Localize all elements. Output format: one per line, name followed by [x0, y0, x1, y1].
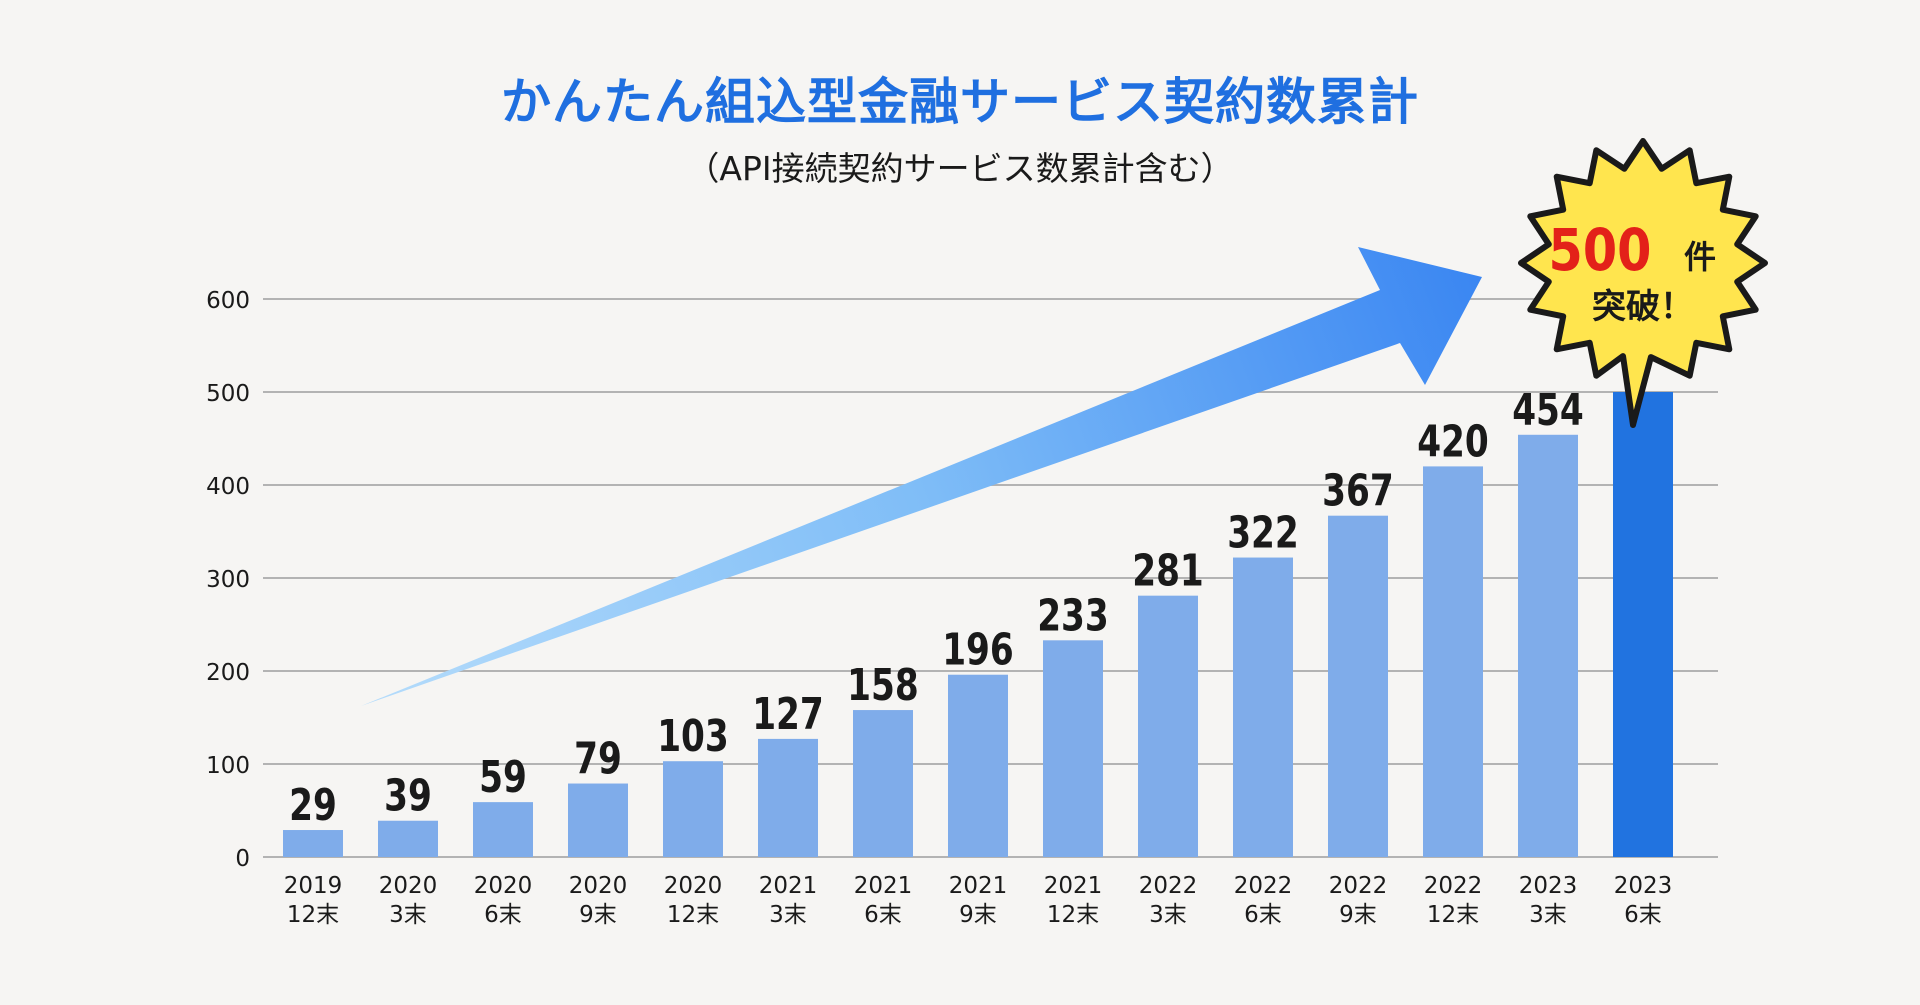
- data-label: 103: [657, 711, 729, 762]
- bar: [1138, 595, 1198, 857]
- bar: [473, 802, 533, 857]
- data-label: 79: [574, 733, 622, 784]
- data-label: 420: [1417, 416, 1489, 467]
- y-tick-label: 0: [235, 846, 250, 872]
- x-tick-label-month: 12末: [1427, 902, 1479, 928]
- x-tick-label-month: 6末: [864, 902, 902, 928]
- x-tick-label-year: 2023: [1519, 873, 1578, 899]
- data-label: 196: [942, 625, 1014, 676]
- callout-text: 突破！: [1592, 287, 1694, 327]
- bar: [378, 820, 438, 857]
- data-label: 233: [1037, 590, 1109, 641]
- x-tick-label-month: 3末: [1149, 902, 1187, 928]
- callout-burst: 500 件 突破！: [1518, 138, 1768, 428]
- x-tick-label-year: 2022: [1329, 873, 1388, 899]
- x-tick-label-month: 6末: [1244, 902, 1282, 928]
- x-tick-label-month: 3末: [1529, 902, 1567, 928]
- data-label: 454: [1512, 385, 1584, 436]
- x-tick-label-year: 2022: [1424, 873, 1483, 899]
- growth-arrow-icon: [361, 247, 1482, 706]
- data-label: 29: [289, 780, 337, 831]
- x-tick-label-year: 2022: [1234, 873, 1293, 899]
- y-tick-label: 200: [206, 660, 250, 686]
- bar: [1043, 640, 1103, 857]
- data-label: 59: [479, 752, 527, 803]
- x-tick-label-year: 2019: [284, 873, 343, 899]
- bar: [663, 761, 723, 857]
- data-label: 281: [1132, 546, 1204, 597]
- chart-title: かんたん組込型金融サービス契約数累計: [501, 73, 1419, 131]
- data-label: 322: [1227, 507, 1299, 558]
- x-tick-label-month: 9末: [1339, 902, 1377, 928]
- data-label: 127: [752, 689, 824, 740]
- bar: [1518, 434, 1578, 857]
- x-tick-label-year: 2021: [759, 873, 818, 899]
- y-tick-label: 500: [206, 381, 250, 407]
- x-tick-label-year: 2023: [1614, 873, 1673, 899]
- bar: [283, 830, 343, 857]
- bar: [1328, 515, 1388, 857]
- x-tick-label-year: 2022: [1139, 873, 1198, 899]
- x-tick-label-month: 12末: [1047, 902, 1099, 928]
- bar: [758, 738, 818, 857]
- x-tick-label-month: 12末: [667, 902, 719, 928]
- x-tick-label-month: 6末: [1624, 902, 1662, 928]
- x-tick-label-month: 6末: [484, 902, 522, 928]
- bar: [948, 674, 1008, 857]
- y-tick-label: 100: [206, 753, 250, 779]
- x-tick-label-month: 9末: [959, 902, 997, 928]
- x-tick-label-year: 2020: [664, 873, 723, 899]
- bar: [1423, 466, 1483, 857]
- data-label: 367: [1322, 466, 1394, 517]
- x-tick-label-year: 2021: [949, 873, 1008, 899]
- callout-number: 500: [1549, 216, 1652, 284]
- bar: [853, 710, 913, 857]
- bar: [568, 783, 628, 857]
- x-tick-label-month: 12末: [287, 902, 339, 928]
- y-tick-label: 300: [206, 567, 250, 593]
- callout-unit: 件: [1684, 238, 1716, 276]
- x-tick-label-year: 2021: [1044, 873, 1103, 899]
- x-tick-label-month: 3末: [389, 902, 427, 928]
- data-label: 39: [384, 771, 432, 822]
- bar: [1233, 557, 1293, 857]
- data-label: 158: [847, 660, 919, 711]
- x-tick-label-year: 2020: [379, 873, 438, 899]
- x-tick-label-month: 9末: [579, 902, 617, 928]
- x-tick-label-year: 2020: [474, 873, 533, 899]
- x-tick-label-year: 2021: [854, 873, 913, 899]
- chart-subtitle: （API接続契約サービス数累計含む）: [686, 149, 1234, 188]
- x-tick-label-year: 2020: [569, 873, 628, 899]
- x-tick-label-month: 3末: [769, 902, 807, 928]
- y-tick-label: 400: [206, 474, 250, 500]
- bar: [1613, 392, 1673, 857]
- y-tick-label: 600: [206, 288, 250, 314]
